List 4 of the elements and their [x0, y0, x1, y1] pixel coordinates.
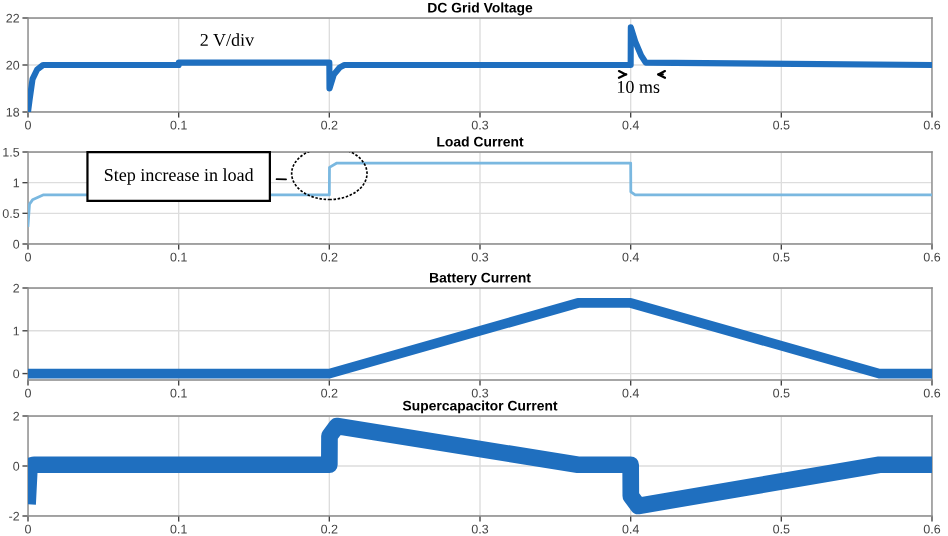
- annotation: 10 ms: [617, 80, 660, 94]
- annotation: Step increase in load: [104, 168, 254, 185]
- line-series: [28, 24, 932, 112]
- annotation: 2 V/div: [200, 33, 255, 47]
